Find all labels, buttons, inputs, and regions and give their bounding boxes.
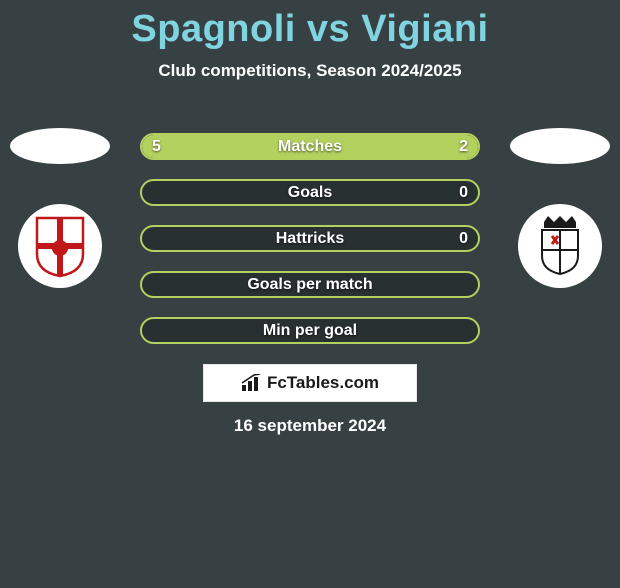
bar-value-right: 0 — [459, 184, 468, 202]
bar-min-per-goal: Min per goal — [140, 317, 480, 344]
bar-label: Min per goal — [263, 322, 357, 340]
bar-fill-left — [142, 135, 381, 158]
bar-goals-per-match: Goals per match — [140, 271, 480, 298]
bar-value-left: 5 — [152, 138, 161, 156]
brand-text: FcTables.com — [267, 373, 379, 393]
calcio-padova-crest — [18, 204, 102, 288]
bar-label: Matches — [278, 138, 342, 156]
bar-goals: Goals 0 — [140, 179, 480, 206]
bar-label: Goals — [288, 184, 332, 202]
bar-value-right: 2 — [459, 138, 468, 156]
brand-box[interactable]: FcTables.com — [203, 364, 417, 402]
crown-shield-icon — [528, 214, 592, 278]
page-title: Spagnoli vs Vigiani — [0, 8, 620, 51]
date-text: 16 september 2024 — [0, 416, 620, 436]
bar-matches: 5 Matches 2 — [140, 133, 480, 160]
subtitle: Club competitions, Season 2024/2025 — [0, 61, 620, 81]
left-player-col — [10, 128, 110, 288]
bar-hattricks: Hattricks 0 — [140, 225, 480, 252]
right-player-col — [510, 128, 610, 288]
pro-vercelli-crest — [518, 204, 602, 288]
comparison-bars: 5 Matches 2 Goals 0 Hattricks 0 Goals pe… — [140, 133, 480, 344]
bar-label: Hattricks — [276, 230, 344, 248]
player-silhouette-left — [10, 128, 110, 164]
bar-value-right: 0 — [459, 230, 468, 248]
shield-icon — [33, 214, 87, 278]
bars-icon — [241, 374, 263, 392]
player-silhouette-right — [510, 128, 610, 164]
bar-label: Goals per match — [247, 276, 372, 294]
